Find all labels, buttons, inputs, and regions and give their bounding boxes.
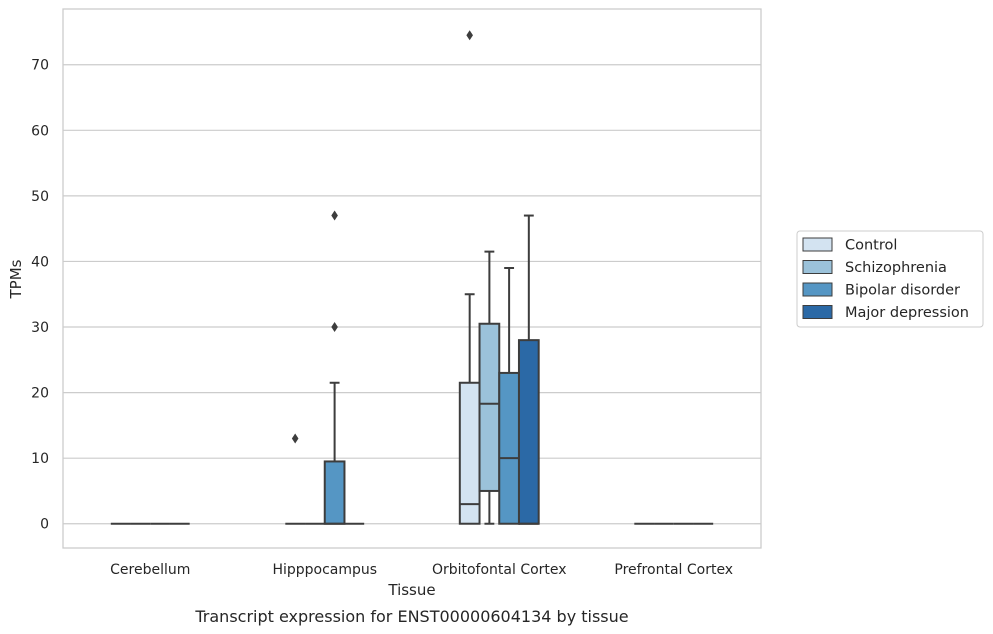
outlier-point xyxy=(331,210,338,221)
x-tick-label: Cerebellum xyxy=(110,562,190,578)
box-iqr xyxy=(517,339,540,525)
box-iqr xyxy=(458,381,481,525)
x-tick-label: Hipppocampus xyxy=(272,562,377,578)
legend-label: Control xyxy=(845,238,897,254)
outlier-point xyxy=(331,322,338,333)
box-major-depression xyxy=(517,214,540,525)
legend-swatch xyxy=(802,305,833,319)
box-iqr xyxy=(323,460,346,525)
legend-swatch xyxy=(802,260,833,274)
box-iqr xyxy=(478,322,501,492)
box-control xyxy=(285,433,306,525)
y-axis-label: TPMs xyxy=(7,259,25,299)
outlier-point xyxy=(466,30,473,41)
legend-label: Schizophrenia xyxy=(845,260,947,276)
x-axis-label: Tissue xyxy=(387,581,435,599)
legend-items: Control Schizophrenia Bipolar disorder Majo… xyxy=(802,237,969,321)
legend: Control Schizophrenia Bipolar disorder Majo… xyxy=(796,230,984,328)
y-tick-label: 0 xyxy=(40,517,49,533)
box-control xyxy=(458,30,481,525)
legend-swatch xyxy=(802,237,833,252)
y-tick-label: 70 xyxy=(31,58,49,74)
box-layer xyxy=(110,30,714,525)
legend-label: Major depression xyxy=(845,305,969,321)
legend-label: Bipolar disorder xyxy=(845,283,960,299)
grid-lines xyxy=(63,64,761,525)
y-tick-label: 40 xyxy=(31,254,49,270)
y-tick-label: 20 xyxy=(31,386,49,402)
outlier-point xyxy=(291,433,299,444)
y-tick-label: 30 xyxy=(31,320,49,336)
x-tick-label: Orbitofontal Cortex xyxy=(432,562,567,578)
x-tick-label: Prefrontal Cortex xyxy=(614,562,733,578)
legend-frame xyxy=(796,230,984,328)
y-tick-label: 10 xyxy=(31,451,49,467)
y-tick-labels: 0 10 20 30 40 50 60 70 xyxy=(31,58,49,533)
plot-frame xyxy=(62,8,762,549)
y-tick-label: 50 xyxy=(31,189,49,205)
box-bipolar-disorder xyxy=(323,210,346,525)
chart-caption: Transcript expression for ENST0000060413… xyxy=(194,607,628,626)
x-tick-labels: Cerebellum Hipppocampus Orbitofontal Corte… xyxy=(110,562,733,578)
y-tick-label: 60 xyxy=(31,123,49,139)
box-bipolar-disorder xyxy=(498,267,520,525)
legend-swatch xyxy=(802,282,833,297)
box-schizophrenia xyxy=(478,250,501,525)
box-iqr xyxy=(498,371,520,525)
